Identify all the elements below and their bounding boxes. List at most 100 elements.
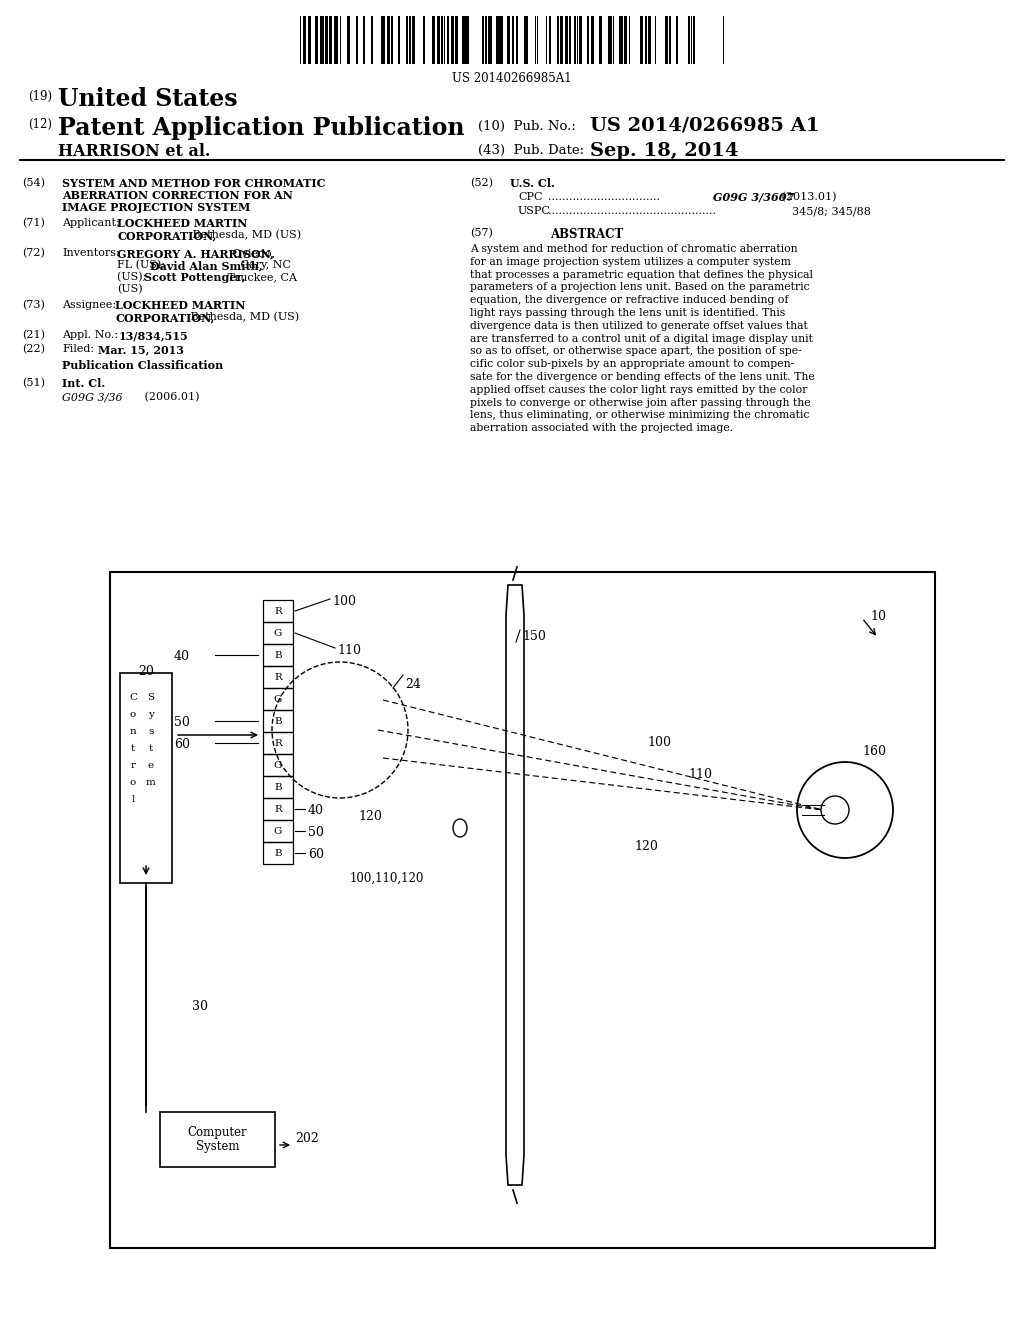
- Bar: [263, 622, 293, 644]
- Bar: [423, 16, 425, 63]
- Bar: [574, 16, 575, 63]
- Bar: [337, 16, 338, 63]
- Bar: [300, 16, 301, 63]
- Bar: [432, 16, 435, 63]
- Bar: [512, 16, 514, 63]
- Bar: [302, 16, 306, 63]
- Text: Assignee:: Assignee:: [62, 300, 116, 310]
- Text: Oviedo,: Oviedo,: [229, 248, 275, 257]
- Text: A system and method for reduction of chromatic aberration: A system and method for reduction of chr…: [470, 244, 798, 253]
- Text: R: R: [274, 738, 282, 747]
- Bar: [330, 16, 332, 63]
- Text: 110: 110: [688, 768, 712, 781]
- Bar: [437, 16, 439, 63]
- Bar: [444, 16, 445, 63]
- Bar: [315, 16, 317, 63]
- Bar: [120, 673, 172, 883]
- Text: ................................................: ........................................…: [548, 206, 716, 216]
- Text: CORPORATION,: CORPORATION,: [117, 230, 216, 242]
- Text: 60: 60: [308, 849, 324, 862]
- Bar: [263, 820, 293, 842]
- Bar: [263, 667, 293, 688]
- Text: B: B: [274, 651, 282, 660]
- Text: y: y: [148, 710, 154, 719]
- Text: C: C: [129, 693, 137, 702]
- Text: Cary, NC: Cary, NC: [237, 260, 291, 271]
- Text: 30: 30: [193, 1001, 208, 1012]
- Text: R: R: [274, 804, 282, 813]
- Text: for an image projection system utilizes a computer system: for an image projection system utilizes …: [470, 257, 791, 267]
- Text: SYSTEM AND METHOD FOR CHROMATIC: SYSTEM AND METHOD FOR CHROMATIC: [62, 178, 326, 189]
- Bar: [410, 16, 412, 63]
- Bar: [569, 16, 571, 63]
- Bar: [160, 1111, 275, 1167]
- Bar: [347, 16, 350, 63]
- Bar: [263, 733, 293, 754]
- Bar: [612, 16, 614, 63]
- Text: Truckee, CA: Truckee, CA: [224, 272, 297, 282]
- Text: David Alan Smith,: David Alan Smith,: [150, 260, 262, 271]
- Bar: [669, 16, 671, 63]
- Bar: [463, 16, 465, 63]
- Text: cific color sub-pixels by an appropriate amount to compen-: cific color sub-pixels by an appropriate…: [470, 359, 795, 370]
- Text: G: G: [273, 628, 283, 638]
- Text: 24: 24: [406, 678, 421, 690]
- Text: (US): (US): [117, 284, 142, 294]
- Bar: [537, 16, 538, 63]
- Text: (72): (72): [22, 248, 45, 259]
- Text: Mar. 15, 2013: Mar. 15, 2013: [98, 345, 184, 355]
- Bar: [516, 16, 517, 63]
- Text: 20: 20: [138, 665, 154, 678]
- Bar: [356, 16, 357, 63]
- Text: G: G: [273, 760, 283, 770]
- Text: (71): (71): [22, 218, 45, 228]
- Bar: [407, 16, 409, 63]
- Text: Appl. No.:: Appl. No.:: [62, 330, 118, 341]
- Bar: [580, 16, 583, 63]
- Text: 100: 100: [332, 595, 356, 609]
- Bar: [319, 16, 324, 63]
- Bar: [263, 754, 293, 776]
- Bar: [391, 16, 393, 63]
- Text: (US);: (US);: [117, 272, 150, 282]
- Text: 150: 150: [522, 630, 546, 643]
- Bar: [620, 16, 623, 63]
- Text: t: t: [131, 744, 135, 752]
- Bar: [451, 16, 455, 63]
- Text: lens, thus eliminating, or otherwise minimizing the chromatic: lens, thus eliminating, or otherwise min…: [470, 411, 809, 420]
- Text: (51): (51): [22, 378, 45, 388]
- Text: US 2014/0266985 A1: US 2014/0266985 A1: [590, 117, 819, 135]
- Text: ABSTRACT: ABSTRACT: [550, 228, 624, 242]
- Bar: [645, 16, 647, 63]
- Bar: [397, 16, 400, 63]
- Text: FL (US);: FL (US);: [117, 260, 169, 271]
- Text: n: n: [130, 727, 136, 737]
- Text: B: B: [274, 849, 282, 858]
- Bar: [308, 16, 311, 63]
- Text: (2013.01): (2013.01): [778, 191, 837, 202]
- Bar: [466, 16, 469, 63]
- Bar: [340, 16, 341, 63]
- Text: are transferred to a control unit of a digital image display unit: are transferred to a control unit of a d…: [470, 334, 813, 343]
- Text: parameters of a projection lens unit. Based on the parametric: parameters of a projection lens unit. Ba…: [470, 282, 810, 293]
- Bar: [723, 16, 724, 63]
- Text: 120: 120: [358, 810, 382, 822]
- Text: 50: 50: [174, 717, 190, 730]
- Bar: [507, 16, 510, 63]
- Text: Inventors:: Inventors:: [62, 248, 120, 257]
- Text: 40: 40: [174, 651, 190, 664]
- Bar: [591, 16, 594, 63]
- Text: ABERRATION CORRECTION FOR AN: ABERRATION CORRECTION FOR AN: [62, 190, 293, 201]
- Text: 100: 100: [647, 737, 671, 748]
- Text: 40: 40: [308, 804, 324, 817]
- Text: (22): (22): [22, 345, 45, 354]
- Bar: [381, 16, 385, 63]
- Text: G: G: [273, 694, 283, 704]
- Bar: [263, 842, 293, 865]
- Text: r: r: [130, 762, 135, 770]
- Text: 100,110,120: 100,110,120: [350, 873, 424, 884]
- Text: sate for the divergence or bending effects of the lens unit. The: sate for the divergence or bending effec…: [470, 372, 815, 381]
- Text: (54): (54): [22, 178, 45, 189]
- Bar: [263, 799, 293, 820]
- Bar: [688, 16, 690, 63]
